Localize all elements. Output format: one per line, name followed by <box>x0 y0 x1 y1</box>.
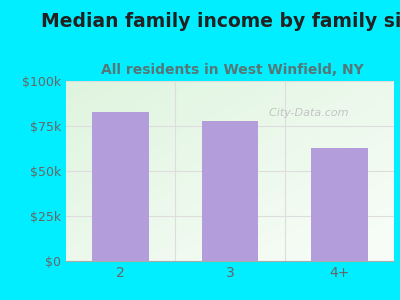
Text: City-Data.com: City-Data.com <box>262 108 349 118</box>
Text: Median family income by family size: Median family income by family size <box>41 12 400 31</box>
Bar <box>202 121 258 261</box>
Text: All residents in West Winfield, NY: All residents in West Winfield, NY <box>102 63 364 77</box>
Bar <box>92 112 149 261</box>
Bar <box>311 148 368 261</box>
